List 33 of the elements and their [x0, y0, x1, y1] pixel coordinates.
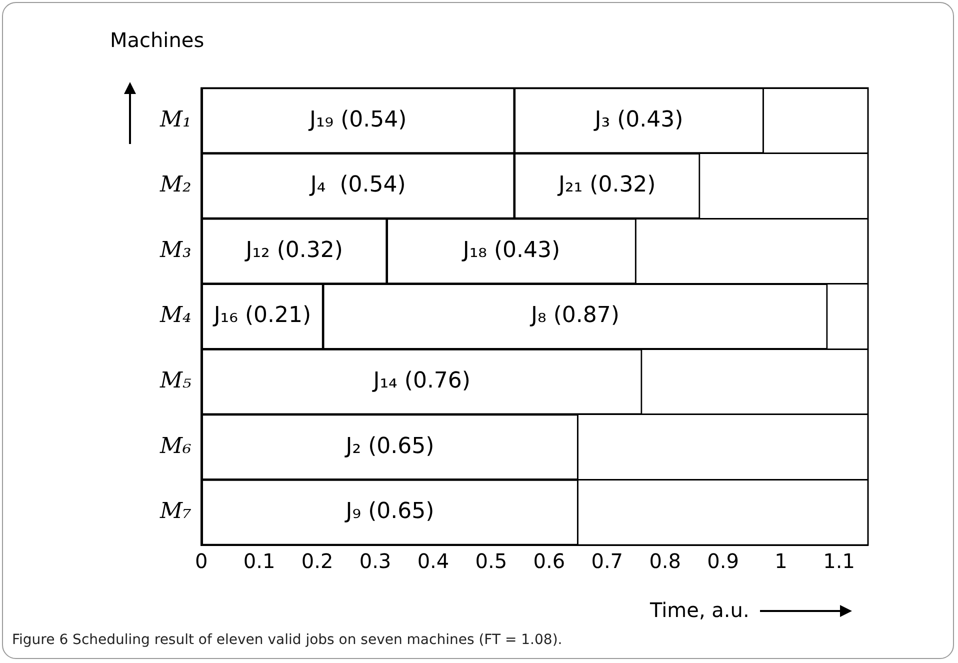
x-tick-label: 1 [774, 549, 788, 574]
x-tick-label: 0.2 [301, 549, 334, 574]
x-tick-label: 0.6 [533, 549, 566, 574]
x-tick-label: 0.9 [707, 549, 739, 574]
caption: Figure 6 Scheduling result of eleven valid jobs on seven machines (FT = 1.08). [12, 632, 562, 648]
x-tick-label: 0.3 [359, 549, 392, 574]
y-tick-label: M₃ [158, 238, 192, 263]
data-label: J₈ (0.87) [529, 303, 620, 328]
data-label: J₁₉ (0.54) [307, 107, 407, 132]
x-tick-label: 0.7 [591, 549, 624, 574]
data-label: J₁₈ (0.43) [460, 238, 560, 263]
y-tick-label: M₅ [158, 368, 192, 394]
x-tick-label: 0.8 [649, 549, 682, 574]
y-axis-title: Machines [110, 28, 204, 52]
x-tick-label: 0.4 [417, 549, 450, 574]
x-tick-label: 0 [194, 549, 208, 574]
y-tick-label: M₆ [158, 434, 192, 459]
y-tick-label: M₂ [158, 172, 192, 198]
y-tick-label: M₇ [158, 499, 192, 524]
data-label: J₉ (0.65) [344, 499, 434, 524]
data-label: J₁₆ (0.21) [212, 303, 312, 328]
x-tick-label: 1.1 [823, 549, 855, 574]
data-label: J₂ (0.65) [344, 434, 434, 459]
data-label: J₄ (0.54) [308, 172, 406, 198]
x-tick-label: 0.5 [475, 549, 508, 574]
y-tick-label: M₄ [158, 303, 192, 328]
data-label: J₃ (0.43) [592, 107, 684, 132]
data-label: J₁₄ (0.76) [371, 368, 471, 394]
data-label: J₁₂ (0.32) [244, 238, 343, 263]
y-tick-label: M₁ [158, 107, 192, 132]
x-tick-label: 0.1 [243, 549, 276, 574]
data-label: J₂₁ (0.32) [556, 172, 656, 198]
x-axis-title: Time, a.u. [650, 598, 750, 622]
